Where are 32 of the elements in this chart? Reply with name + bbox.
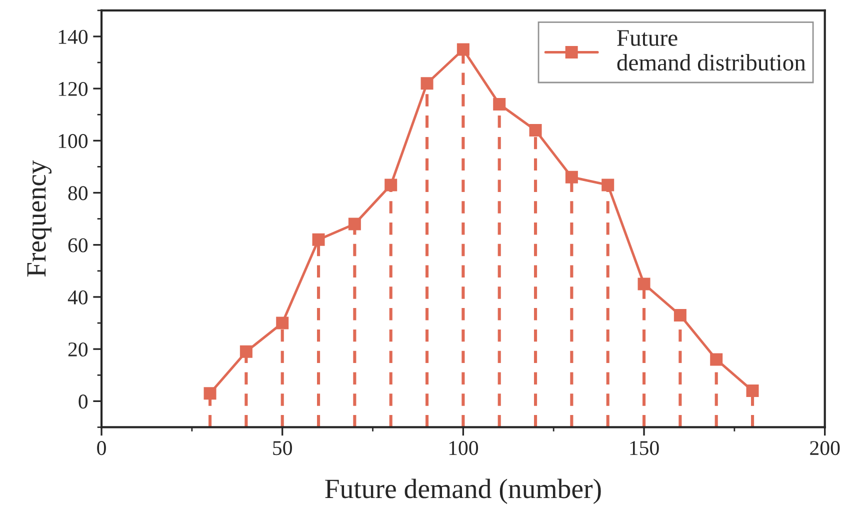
y-tick-label: 0 <box>78 394 88 409</box>
point <box>746 384 759 397</box>
point <box>240 345 252 358</box>
point <box>312 233 325 246</box>
x-tick-label: 150 <box>630 441 659 456</box>
x-tick-label: 200 <box>810 441 840 456</box>
y-tick-label: 40 <box>68 290 88 304</box>
point <box>276 316 289 330</box>
point <box>602 178 614 192</box>
point <box>638 278 650 290</box>
point <box>493 98 506 110</box>
y-tick-label: 140 <box>58 30 88 44</box>
point <box>204 387 216 400</box>
y-tick-label: 120 <box>58 82 88 96</box>
x-tick-label: 50 <box>273 441 292 456</box>
point <box>456 43 470 56</box>
x-tick-label: 0 <box>97 441 106 456</box>
y-axis-title: Frequency <box>27 160 52 277</box>
point <box>420 77 434 90</box>
point <box>384 178 398 192</box>
legend-label: Future demand distribution <box>617 30 806 71</box>
y-tick-label: 20 <box>68 342 88 357</box>
point <box>565 170 578 184</box>
y-tick-label: 80 <box>68 186 88 200</box>
x-axis-title: Future demand (number) <box>325 478 601 504</box>
y-tick-label: 100 <box>58 134 88 148</box>
x-tick-label: 100 <box>449 441 478 456</box>
y-tick-label: 60 <box>68 238 88 252</box>
point <box>710 353 723 366</box>
point <box>348 218 361 230</box>
point <box>529 124 542 136</box>
point <box>674 308 686 322</box>
